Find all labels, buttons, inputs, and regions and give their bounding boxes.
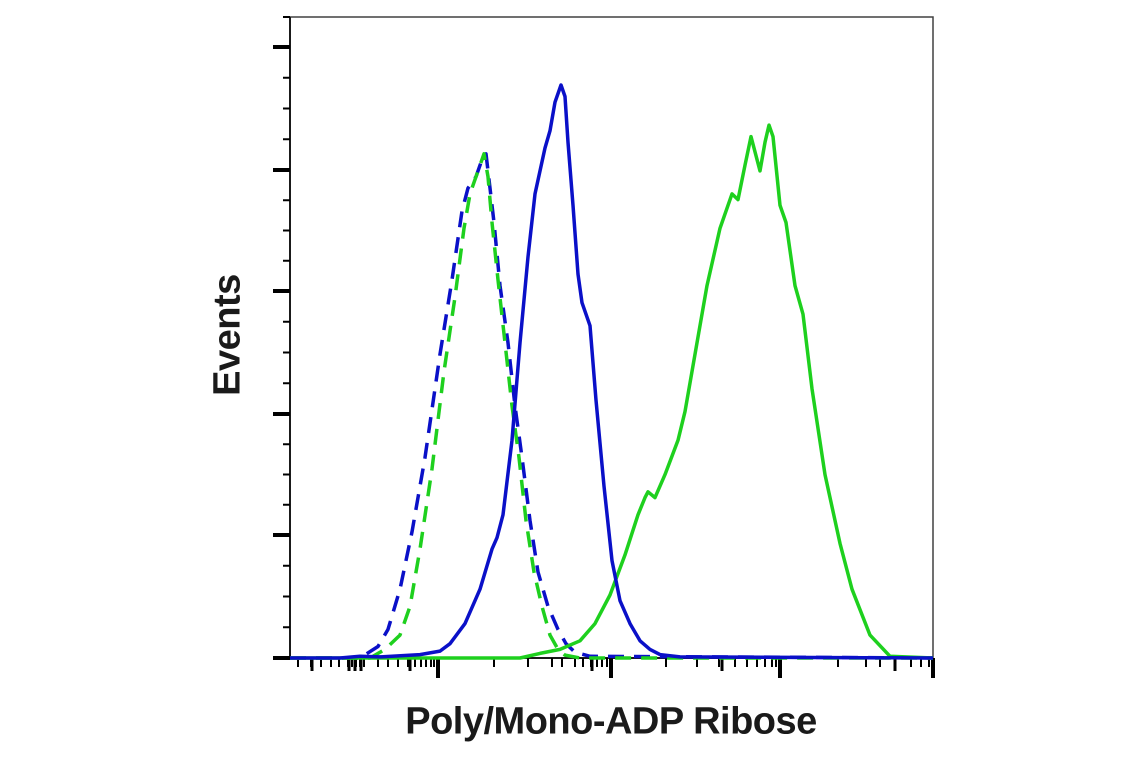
y-axis-label: Events <box>206 274 249 396</box>
x-axis-ticks <box>297 658 935 678</box>
green-solid-curve <box>290 123 934 660</box>
blue-dashed-isotype-curve <box>290 152 934 660</box>
blue-solid-curve <box>290 83 934 660</box>
y-axis-ticks <box>273 16 290 660</box>
data-series <box>290 83 934 660</box>
x-axis-label: Poly/Mono-ADP Ribose <box>405 700 817 743</box>
green-dashed-isotype-curve <box>290 152 933 660</box>
